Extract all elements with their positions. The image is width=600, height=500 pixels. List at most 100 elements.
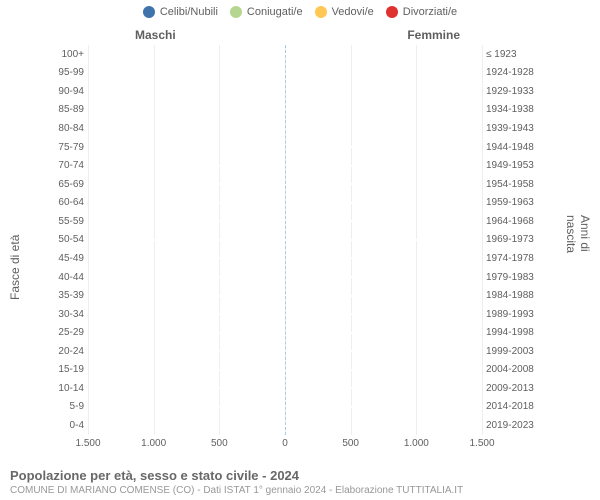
birth-year-label: 2009-2013 [482,383,540,394]
female-bar [285,202,482,204]
age-label: 30-34 [50,309,88,320]
age-label: 70-74 [50,160,88,171]
bar-segment [214,332,285,334]
x-tick-label: 1.500 [75,438,100,449]
female-bar [285,313,482,315]
age-label: 100+ [50,49,88,60]
bar-segment [285,202,292,204]
bar-segment [326,146,352,148]
birth-year-label: ≤ 1923 [482,49,540,60]
male-bar [88,109,285,111]
age-label: 95-99 [50,67,88,78]
bar-segment [200,369,285,371]
female-header: Femmine [407,28,460,42]
bar-segment [348,332,364,334]
birth-year-label: 1944-1948 [482,142,540,153]
male-bar [88,313,285,315]
bar-segment [170,257,177,259]
bar-segment [362,183,373,185]
birth-year-label: 1964-1968 [482,216,540,227]
bar-segment [383,202,390,204]
bar-segment [286,90,300,92]
bar-segment [367,313,368,315]
birth-year-label: 2019-2023 [482,420,540,431]
bar-segment [318,109,319,111]
bar-segment [216,165,282,167]
bar-segment [154,239,164,241]
bar-segment [211,406,285,408]
male-bar [88,53,285,55]
x-tick-label: 0 [282,438,288,449]
male-bar [88,90,285,92]
bar-segment [177,257,254,259]
x-tick-label: 1.000 [141,438,166,449]
x-axis: 1.5001.00050005001.0001.500 [50,438,540,453]
bar-segment [235,146,284,148]
female-bar [285,406,482,408]
legend-label: Celibi/Nubili [160,6,218,18]
bar-segment [285,387,364,389]
bar-segment [259,128,284,130]
plot-area: 100+≤ 192395-991924-192890-941929-193385… [50,45,540,435]
female-bar [285,369,482,371]
legend-label: Coniugati/e [247,6,303,18]
age-label: 80-84 [50,123,88,134]
female-bar [285,295,482,297]
pyramid-row: 95-991924-1928 [50,64,540,83]
bar-segment [285,350,359,352]
age-label: 85-89 [50,104,88,115]
birth-year-label: 1959-1963 [482,197,540,208]
male-bar [88,295,285,297]
bar-segment [196,202,277,204]
bar-segment [285,239,302,241]
pyramid-row: 85-891934-1938 [50,101,540,120]
male-bar [88,276,285,278]
birth-year-label: 1954-1958 [482,179,540,190]
birth-year-label: 1974-1978 [482,253,540,264]
age-label: 35-39 [50,290,88,301]
legend-swatch [230,6,242,18]
x-tick-label: 500 [211,438,228,449]
bar-segment [229,425,285,427]
pyramid-row: 0-42019-2023 [50,416,540,435]
female-bar [285,53,482,55]
age-label: 50-54 [50,234,88,245]
age-label: 10-14 [50,383,88,394]
bar-segment [287,146,326,148]
female-bar [285,276,482,278]
pyramid-row: 5-92014-2018 [50,398,540,417]
legend-swatch [143,6,155,18]
female-bar [285,425,482,427]
female-bar [285,90,482,92]
male-bar [88,425,285,427]
bar-segment [285,220,297,222]
bar-segment [367,165,370,167]
female-bar [285,332,482,334]
bar-segment [248,276,285,278]
bar-segment [285,295,318,297]
bar-segment [240,295,285,297]
male-bar [88,183,285,185]
pyramid-row: 25-291994-1998 [50,323,540,342]
bar-segment [229,313,285,315]
pyramid-row: 45-491974-1978 [50,249,540,268]
female-bar [285,109,482,111]
age-label: 15-19 [50,364,88,375]
bar-segment [301,128,334,130]
pyramid-row: 70-741949-1953 [50,156,540,175]
bar-segment [334,128,335,130]
female-bar [285,165,482,167]
chart-subtitle: COMUNE DI MARIANO COMENSE (CO) - Dati IS… [10,485,590,496]
legend-item: Divorziati/e [386,6,457,18]
male-bar [88,350,285,352]
x-tick-label: 500 [342,438,359,449]
male-bar [88,332,285,334]
bar-segment [165,239,262,241]
bar-segment [164,220,173,222]
bar-segment [261,239,285,241]
pyramid-row: 100+ ≤ 1923 [50,45,540,64]
bar-segment [285,313,330,315]
pyramid-row: 10-14 2009-2013 [50,379,540,398]
bar-segment [313,276,381,278]
female-bar [285,257,482,259]
